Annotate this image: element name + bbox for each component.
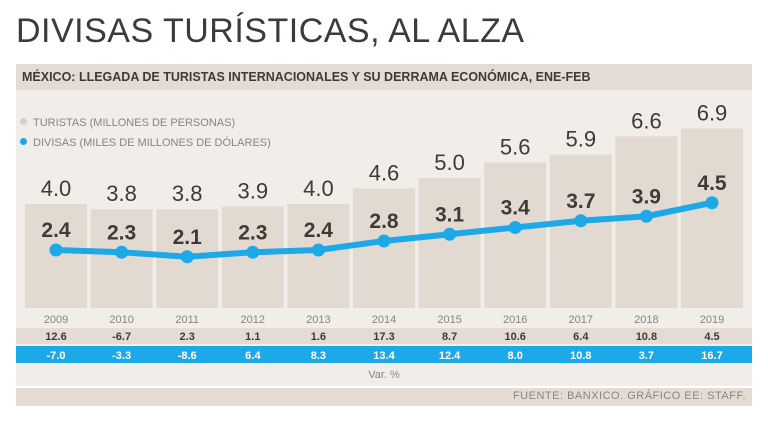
chart-title: DIVISAS TURÍSTICAS, AL ALZA [16, 12, 525, 50]
point-label-2017: 3.7 [566, 190, 595, 213]
var-turistas-2018: 10.8 [636, 331, 657, 343]
point-divisas-2018 [639, 209, 653, 223]
var-divisas-2010: -3.3 [112, 350, 131, 362]
source-note: FUENTE: BANXICO. GRÁFICO EE: STAFF. [512, 390, 746, 402]
var-divisas-2012: 6.4 [245, 350, 261, 362]
bar-label-2014: 4.6 [369, 160, 400, 185]
point-divisas-2015 [443, 227, 457, 241]
point-label-2013: 2.4 [304, 219, 334, 242]
point-label-2016: 3.4 [501, 197, 531, 220]
point-divisas-2010 [115, 245, 129, 259]
bar-label-2009: 4.0 [41, 176, 72, 201]
point-divisas-2012 [246, 245, 260, 259]
var-divisas-2015: 12.4 [439, 350, 461, 362]
var-row-turistas-bg [16, 328, 752, 344]
var-turistas-2017: 6.4 [573, 331, 589, 343]
point-divisas-2013 [311, 243, 325, 257]
var-turistas-2015: 8.7 [442, 331, 457, 343]
point-divisas-2009 [49, 243, 63, 257]
bar-turistas-2016 [484, 162, 547, 308]
point-label-2018: 3.9 [632, 185, 661, 208]
var-divisas-2018: 3.7 [639, 350, 654, 362]
var-divisas-2009: -7.0 [47, 350, 66, 362]
legend-turistas-swatch [20, 118, 27, 125]
var-turistas-2010: -6.7 [112, 331, 131, 343]
point-label-2014: 2.8 [369, 210, 399, 233]
footer-bar: FUENTE: BANXICO. GRÁFICO EE: STAFF. [16, 388, 752, 406]
bar-turistas-2015 [418, 178, 481, 308]
var-turistas-2019: 4.5 [704, 331, 719, 343]
bar-label-2010: 3.8 [106, 181, 137, 206]
point-label-2015: 3.1 [435, 203, 465, 226]
point-label-2011: 2.1 [173, 226, 203, 249]
x-tick-2009: 2009 [44, 314, 68, 326]
bar-label-2019: 6.9 [697, 101, 728, 126]
var-turistas-2011: 2.3 [180, 331, 195, 343]
x-tick-2015: 2015 [437, 314, 461, 326]
point-label-2012: 2.3 [238, 221, 267, 244]
x-tick-2010: 2010 [109, 314, 133, 326]
legend-divisas-label: DIVISAS (MILES DE MILLONES DE DÓLARES) [33, 137, 271, 149]
var-turistas-2016: 10.6 [504, 331, 525, 343]
x-tick-2013: 2013 [306, 314, 330, 326]
var-divisas-2011: -8.6 [178, 350, 197, 362]
bar-label-2013: 4.0 [303, 176, 334, 201]
x-tick-2012: 2012 [241, 314, 265, 326]
var-divisas-2016: 8.0 [508, 350, 523, 362]
x-tick-2014: 2014 [372, 314, 396, 326]
legend-turistas-label: TURISTAS (MILLONES DE PERSONAS) [33, 117, 236, 129]
var-caption: Var. % [368, 369, 400, 381]
point-divisas-2016 [508, 221, 522, 234]
point-label-2019: 4.5 [697, 172, 727, 195]
var-divisas-2017: 10.8 [570, 350, 591, 362]
point-divisas-2011 [180, 250, 194, 264]
point-divisas-2017 [574, 214, 588, 228]
bar-label-2016: 5.6 [500, 134, 531, 159]
point-label-2010: 2.3 [107, 221, 136, 244]
point-divisas-2019 [705, 196, 719, 210]
x-tick-2011: 2011 [175, 314, 199, 326]
bar-label-2011: 3.8 [172, 181, 203, 206]
var-divisas-2019: 16.7 [701, 350, 722, 362]
x-tick-2018: 2018 [634, 314, 658, 326]
bar-label-2018: 6.6 [631, 108, 662, 133]
var-divisas-2014: 13.4 [373, 350, 395, 362]
bar-label-2017: 5.9 [566, 127, 597, 152]
bar-turistas-2017 [549, 154, 612, 308]
var-turistas-2013: 1.6 [311, 331, 326, 343]
x-tick-2017: 2017 [569, 314, 593, 326]
var-turistas-2012: 1.1 [245, 331, 260, 343]
legend-turistas: TURISTAS (MILLONES DE PERSONAS) [20, 117, 235, 129]
x-tick-2016: 2016 [503, 314, 527, 326]
subtitle-bar: MÉXICO: LLEGADA DE TURISTAS INTERNACIONA… [16, 64, 752, 90]
var-turistas-2014: 17.3 [373, 331, 394, 343]
var-divisas-2013: 8.3 [311, 350, 326, 362]
x-tick-2019: 2019 [700, 314, 724, 326]
chart-subtitle: MÉXICO: LLEGADA DE TURISTAS INTERNACIONA… [22, 70, 591, 84]
point-label-2009: 2.4 [41, 219, 71, 242]
legend-divisas-swatch [20, 138, 27, 145]
bar-turistas-2019 [681, 128, 743, 308]
bar-label-2015: 5.0 [434, 150, 465, 175]
legend-divisas: DIVISAS (MILES DE MILLONES DE DÓLARES) [20, 137, 271, 149]
point-divisas-2014 [377, 234, 391, 248]
var-turistas-2009: 12.6 [45, 331, 66, 343]
var-row-divisas-bg [16, 346, 752, 363]
bar-label-2012: 3.9 [238, 179, 269, 204]
bar-turistas-2014 [353, 188, 415, 308]
